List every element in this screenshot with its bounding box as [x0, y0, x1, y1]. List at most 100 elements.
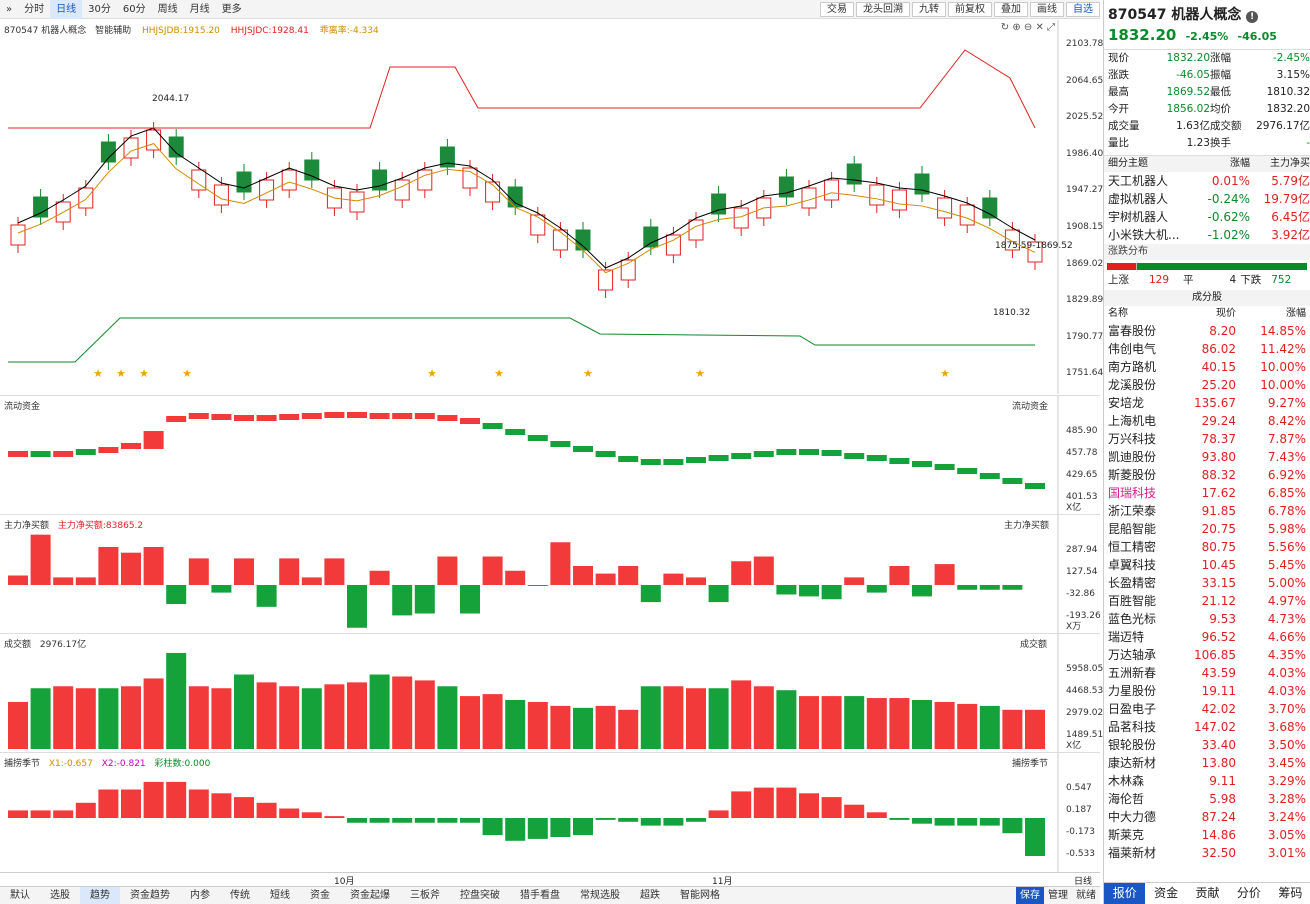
quote-value: 1.23 [1186, 137, 1210, 149]
member-row[interactable]: 百胜智能 21.12 4.97% [1104, 592, 1310, 610]
theme-row[interactable]: 虚拟机器人 -0.24% 19.79亿 [1104, 190, 1310, 208]
theme-row[interactable]: 小米铁大机... -1.02% 3.92亿 [1104, 226, 1310, 244]
volume-bar [188, 686, 209, 749]
star-marker: ★ [940, 367, 950, 380]
tab-30min[interactable]: 30分 [88, 3, 111, 15]
strategy-tab[interactable]: 传统 [230, 890, 250, 901]
member-chg: 3.29% [1267, 774, 1306, 788]
nine-turn-button[interactable]: 九转 [912, 1, 946, 17]
member-row[interactable]: 安培龙 135.67 9.27% [1104, 394, 1310, 412]
member-row[interactable]: 海伦哲 5.98 3.28% [1104, 790, 1310, 808]
strategy-tab[interactable]: 资金趋势 [130, 890, 170, 901]
flow-pane[interactable]: 流动资金 流动资金 485.90 457.78 429.65 401.53 X亿 [0, 395, 1100, 514]
member-row[interactable]: 万兴科技 78.37 7.87% [1104, 430, 1310, 448]
member-row[interactable]: 恒工精密 80.75 5.56% [1104, 538, 1310, 556]
quote-row: 量比 1.23 换手 - [1104, 135, 1310, 152]
member-row[interactable]: 蓝色光标 9.53 4.73% [1104, 610, 1310, 628]
netbuy-pane[interactable]: 主力净买额 主力净买额:83865.2 主力净买额 287.94 127.54 -3… [0, 514, 1101, 633]
pane-controls[interactable]: ↻ ⊕ ⊖ ✕ ⤢ [1000, 22, 1055, 33]
strategy-tab[interactable]: 选股 [50, 890, 70, 901]
member-row[interactable]: 中大力德 87.24 3.24% [1104, 808, 1310, 826]
watchlist-button[interactable]: 自选 [1066, 1, 1100, 17]
lower-band [8, 317, 1035, 363]
upper-band [8, 49, 1036, 129]
member-row[interactable]: 斯菱股份 88.32 6.92% [1104, 466, 1310, 484]
info-icon[interactable]: ! [1246, 11, 1259, 23]
panel-tab[interactable]: 报价 [1104, 883, 1146, 904]
collapse-icon[interactable]: » [6, 3, 13, 15]
strategy-tab[interactable]: 资金 [310, 890, 330, 901]
member-row[interactable]: 上海机电 29.24 8.42% [1104, 412, 1310, 430]
kline-pane[interactable]: 870547 机器人概念 智能辅助 HHJSJDB:1915.20 HHJSJD… [0, 20, 1104, 394]
tab-60min[interactable]: 60分 [122, 3, 146, 15]
member-row[interactable]: 富春股份 8.20 14.85% [1104, 322, 1310, 340]
member-chg: 6.78% [1267, 504, 1306, 518]
strategy-tab[interactable]: 三板斧 [410, 890, 440, 901]
member-row[interactable]: 五洲新春 43.59 4.03% [1104, 664, 1310, 682]
strategy-tab[interactable]: 控盘突破 [460, 890, 500, 901]
member-row[interactable]: 斯莱克 14.86 3.05% [1104, 826, 1310, 844]
member-row[interactable]: 康达新材 13.80 3.45% [1104, 754, 1310, 772]
member-price: 19.11 [1201, 684, 1236, 698]
manage-button[interactable]: 管理 [1048, 890, 1068, 901]
adjust-button[interactable]: 前复权 [948, 1, 992, 17]
member-chg: 8.42% [1267, 414, 1306, 428]
member-row[interactable]: 伟创电气 86.02 11.42% [1104, 340, 1310, 358]
member-row[interactable]: 龙溪股份 25.20 10.00% [1104, 376, 1310, 394]
volume-bar [957, 703, 978, 749]
member-row[interactable]: 卓翼科技 10.45 5.45% [1104, 556, 1310, 574]
member-row[interactable]: 福莱新材 32.50 3.01% [1104, 844, 1310, 862]
strategy-tab[interactable]: 智能网格 [680, 890, 720, 901]
member-row[interactable]: 昆船智能 20.75 5.98% [1104, 520, 1310, 538]
member-row[interactable]: 日盈电子 42.02 3.70% [1104, 700, 1310, 718]
leader-review-button[interactable]: 龙头回溯 [856, 1, 910, 17]
netbuy-bar [753, 556, 774, 585]
member-row[interactable]: 力星股份 19.11 4.03% [1104, 682, 1310, 700]
theme-row[interactable]: 宇树机器人 -0.62% 6.45亿 [1104, 208, 1310, 226]
member-row[interactable]: 银轮股份 33.40 3.50% [1104, 736, 1310, 754]
member-row[interactable]: 木林森 9.11 3.29% [1104, 772, 1310, 790]
member-row[interactable]: 长盈精密 33.15 5.00% [1104, 574, 1310, 592]
assist-label[interactable]: 智能辅助 [95, 26, 132, 36]
member-row[interactable]: 国瑞科技 17.62 6.85% [1104, 484, 1310, 502]
strategy-tab[interactable]: 默认 [10, 890, 30, 901]
season-pane[interactable]: 捕捞季节 X1:-0.657 X2:-0.821 彩柱数:0.000 捕捞季节 … [0, 752, 1100, 873]
theme-row[interactable]: 天工机器人 0.01% 5.79亿 [1104, 172, 1310, 190]
strategy-tab[interactable]: 内参 [190, 890, 210, 901]
tab-daily[interactable]: 日线 [50, 0, 83, 19]
volume-pane[interactable]: 成交额 2976.17亿 成交额 5958.05 4468.53 2979.02 14… [0, 633, 1103, 752]
draw-button[interactable]: 画线 [1030, 1, 1064, 17]
volume-bar [844, 696, 865, 749]
overlay-button[interactable]: 叠加 [994, 1, 1028, 17]
member-row[interactable]: 瑞迈特 96.52 4.66% [1104, 628, 1310, 646]
strategy-tab[interactable]: 短线 [270, 890, 290, 901]
strategy-tab[interactable]: 趋势 [80, 887, 120, 904]
strategy-tab[interactable]: 猎手看盘 [520, 890, 560, 901]
member-row[interactable]: 南方路机 40.15 10.00% [1104, 358, 1310, 376]
member-row[interactable]: 凯迪股份 93.80 7.43% [1104, 448, 1310, 466]
panel-tab[interactable]: 分价 [1236, 886, 1261, 900]
volume-bar [866, 698, 887, 749]
candle [846, 163, 862, 185]
price-axis-tick: 2025.52 [1066, 112, 1104, 123]
dist-up: 129 [1149, 274, 1170, 286]
quote-value: 1869.52 [1166, 86, 1210, 98]
tab-monthly[interactable]: 月线 [189, 3, 210, 15]
strategy-tab[interactable]: 常规选股 [580, 890, 620, 901]
member-price: 87.24 [1201, 810, 1236, 824]
trade-button[interactable]: 交易 [820, 1, 854, 17]
member-row[interactable]: 品茗科技 147.02 3.68% [1104, 718, 1310, 736]
save-button[interactable]: 保存 [1016, 887, 1044, 904]
panel-tab[interactable]: 资金 [1154, 886, 1179, 900]
tab-weekly[interactable]: 周线 [157, 3, 178, 15]
panel-tab[interactable]: 贡献 [1195, 886, 1220, 900]
panel-tab[interactable]: 筹码 [1278, 886, 1303, 900]
strategy-tab[interactable]: 资金起爆 [350, 890, 390, 901]
strategy-tab[interactable]: 超跌 [640, 890, 660, 901]
tab-more[interactable]: 更多 [221, 3, 242, 15]
season-bar [505, 818, 526, 841]
member-row[interactable]: 浙江荣泰 91.85 6.78% [1104, 502, 1310, 520]
dist-up-fill [1107, 263, 1137, 270]
member-row[interactable]: 万达轴承 106.85 4.35% [1104, 646, 1310, 664]
tab-fenshi[interactable]: 分时 [24, 3, 45, 15]
